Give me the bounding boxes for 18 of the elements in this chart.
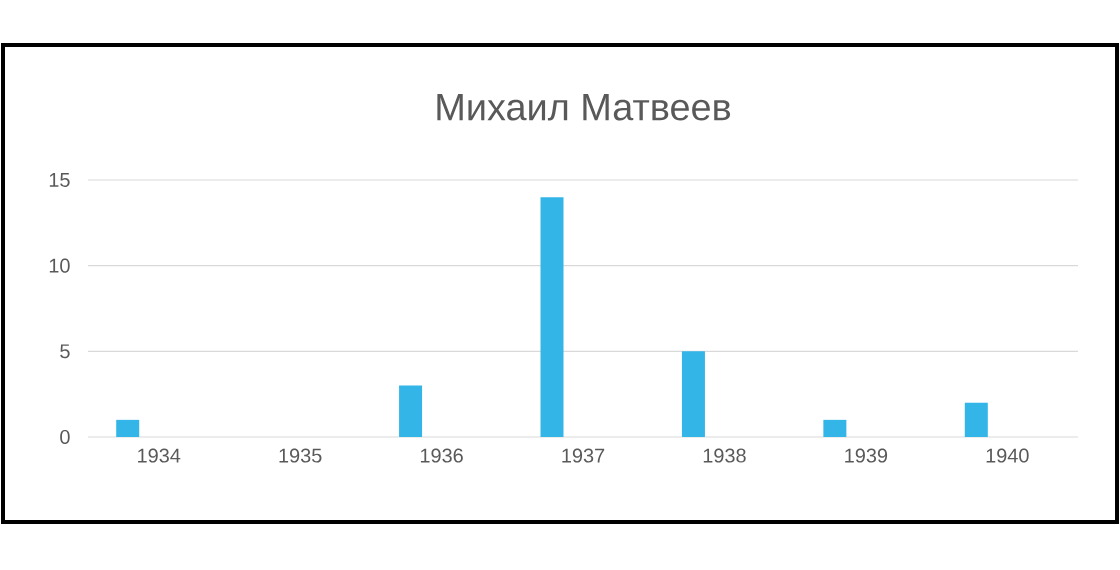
y-tick-label: 10 [49,258,70,273]
x-tick-label: 1939 [845,448,888,463]
x-tick-label: 1937 [562,448,605,463]
bar [116,419,140,437]
x-tick-label: 1938 [703,448,746,463]
bar [964,402,988,437]
x-tick-label: 1940 [986,448,1029,463]
y-tick-label: 15 [49,173,70,187]
x-tick-label: 1935 [279,448,322,463]
x-tick-label: 1936 [420,448,463,463]
x-tick-label: 1934 [138,448,181,463]
bar [399,385,423,437]
chart-title: Михаил Матвеев [437,94,731,121]
bar [823,419,847,437]
bar [681,351,705,437]
y-tick-label: 5 [60,344,70,359]
bar [540,197,564,437]
y-tick-label: 0 [60,429,70,445]
